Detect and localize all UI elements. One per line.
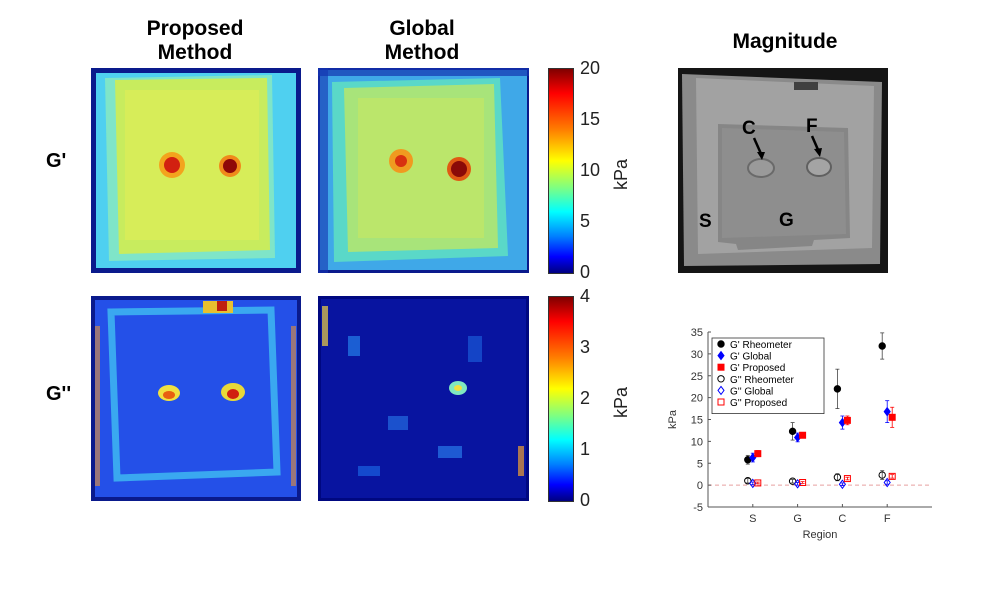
data-point bbox=[833, 473, 842, 481]
colorbar-bottom-tick: 1 bbox=[580, 439, 591, 459]
colorbar-top-unit: kPa bbox=[611, 158, 631, 190]
y-tick-label: 30 bbox=[691, 349, 703, 361]
data-point bbox=[799, 431, 807, 439]
data-point bbox=[883, 477, 891, 488]
proposed-title-line1: Proposed bbox=[146, 17, 244, 40]
magnitude-title: Magnitude bbox=[732, 30, 838, 53]
legend-entry: G'' Proposed bbox=[730, 398, 787, 409]
colorbar-top-tick: 0 bbox=[580, 262, 591, 282]
colorbar-g-prime bbox=[548, 68, 574, 274]
data-point bbox=[888, 472, 896, 480]
data-point bbox=[799, 479, 807, 486]
proposed-g-double-prime-image bbox=[95, 300, 297, 497]
global-method-title: Global Method bbox=[337, 17, 507, 65]
x-tick-label: G bbox=[793, 513, 802, 525]
colorbar-bottom-unit: kPa bbox=[611, 386, 631, 418]
legend-entry: G' Proposed bbox=[730, 363, 785, 374]
x-tick-label: S bbox=[749, 513, 756, 525]
global-g-double-prime-image bbox=[321, 299, 526, 498]
colorbar-bottom-tick: 0 bbox=[580, 490, 591, 510]
y-tick-label: 0 bbox=[697, 480, 703, 492]
legend-entry: G'' Rheometer bbox=[730, 375, 795, 386]
data-point bbox=[838, 479, 847, 490]
magnitude-label-f: F bbox=[806, 116, 818, 137]
legend-marker bbox=[717, 340, 725, 348]
colorbar-bottom-tick: 2 bbox=[580, 388, 591, 408]
magnitude-label-s: S bbox=[699, 211, 712, 232]
legend-marker bbox=[717, 375, 725, 383]
y-tick-label: 25 bbox=[691, 371, 703, 383]
global-title-line2: Method bbox=[384, 41, 460, 64]
colorbar-bottom-tick: 4 bbox=[580, 286, 591, 306]
colorbar-bottom-tick: 3 bbox=[580, 337, 591, 357]
colorbar-top-tick: 20 bbox=[580, 58, 601, 78]
proposed-title-line2: Method bbox=[157, 41, 233, 64]
data-point bbox=[754, 450, 762, 458]
data-point bbox=[878, 471, 886, 479]
legend-box bbox=[711, 337, 825, 414]
magnitude-image bbox=[678, 68, 888, 273]
global-g-prime-map bbox=[318, 68, 529, 273]
legend-marker bbox=[717, 363, 725, 371]
data-point bbox=[744, 477, 752, 485]
global-g-double-prime-map bbox=[318, 296, 529, 501]
proposed-method-title: Proposed Method bbox=[105, 17, 285, 65]
colorbar-top-tick: 10 bbox=[580, 160, 601, 180]
data-point bbox=[788, 427, 797, 436]
row-label-g-double-prime: G'' bbox=[46, 383, 72, 405]
data-point bbox=[833, 385, 842, 393]
data-point bbox=[843, 475, 851, 483]
x-tick-label: F bbox=[884, 513, 891, 525]
y-tick-label: 5 bbox=[697, 458, 703, 470]
proposed-g-prime-image bbox=[96, 73, 296, 268]
colorbar-g-double-prime bbox=[548, 296, 574, 502]
y-tick-label: 35 bbox=[691, 327, 703, 339]
row-label-g-prime: G' bbox=[46, 150, 67, 172]
data-point bbox=[843, 416, 851, 424]
data-point bbox=[883, 406, 891, 417]
magnitude-image-graphic bbox=[678, 68, 888, 273]
x-tick-label: C bbox=[838, 513, 846, 525]
proposed-g-double-prime-map bbox=[91, 296, 301, 501]
data-point bbox=[888, 413, 896, 421]
y-tick-label: 20 bbox=[691, 393, 703, 405]
data-point bbox=[788, 477, 797, 485]
x-axis-label: Region bbox=[803, 529, 838, 541]
magnitude-label-g: G bbox=[779, 210, 794, 231]
chart-axes: -5 0 5 10 15 20 25 30 35 S G C F Region kPa bbox=[667, 327, 932, 541]
y-tick-label: 10 bbox=[691, 436, 703, 448]
legend-entry: G' Global bbox=[730, 352, 771, 363]
data-point bbox=[878, 342, 886, 350]
legend-entry: G' Rheometer bbox=[730, 340, 793, 351]
legend-marker bbox=[717, 398, 725, 406]
legend-marker bbox=[717, 350, 725, 361]
y-axis-label: kPa bbox=[667, 409, 679, 429]
proposed-g-prime-map bbox=[91, 68, 301, 273]
y-tick-label: 15 bbox=[691, 415, 703, 427]
colorbar-top-tick: 15 bbox=[580, 109, 601, 129]
global-title-line1: Global bbox=[389, 17, 455, 40]
data-point bbox=[754, 479, 762, 487]
global-g-prime-image bbox=[318, 68, 529, 273]
chart-marks bbox=[744, 332, 896, 490]
legend-marker bbox=[717, 385, 725, 396]
colorbar-top-tick: 5 bbox=[580, 211, 591, 231]
y-tick-label: -5 bbox=[693, 502, 703, 514]
region-modulus-chart: -5 0 5 10 15 20 25 30 35 S G C F Region kPa G' Rheomet… bbox=[667, 327, 932, 541]
magnitude-label-c: C bbox=[742, 118, 756, 139]
legend-entry: G'' Global bbox=[730, 386, 773, 397]
